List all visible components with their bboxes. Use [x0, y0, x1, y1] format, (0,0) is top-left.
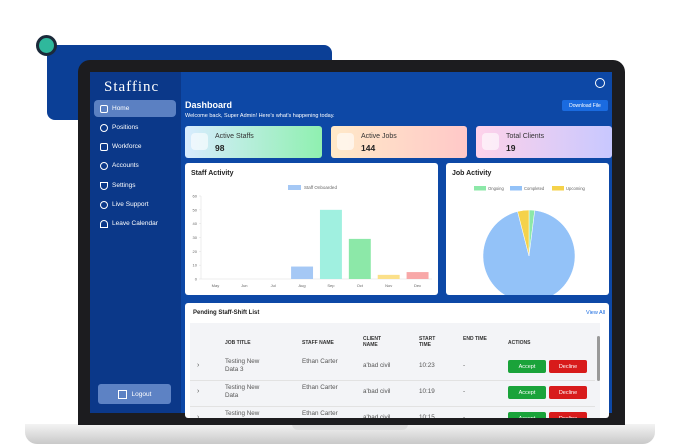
y-tick-label: 50	[193, 207, 198, 212]
dot	[36, 35, 57, 56]
table: JOB TITLE STAFF NAME CLIENT NAME START T…	[190, 323, 600, 418]
cell: 10:15	[419, 414, 435, 418]
column-header: JOB TITLE	[225, 340, 251, 346]
staff-activity-chart: Staff Activity Staff Onboarded 0 10 20 30 40 5…	[185, 163, 438, 295]
cell: -	[463, 388, 466, 395]
x-tick-label: Jun	[241, 283, 247, 288]
column-header: START TIME	[419, 336, 436, 348]
bar	[377, 274, 400, 279]
cell: Ethan Carter	[302, 410, 338, 417]
decline-button[interactable]: Decline	[549, 360, 587, 373]
legend-label: Ongoing	[488, 186, 505, 191]
row-divider	[190, 406, 595, 407]
laptop-notch	[292, 424, 408, 430]
cell: Testing New Data 3	[225, 358, 260, 373]
cell: Ethan Carter	[302, 358, 338, 365]
y-tick-label: 0	[195, 277, 198, 282]
y-tick-label: 10	[193, 263, 198, 268]
stat-value: 19	[506, 143, 516, 153]
cell: 10:23	[419, 362, 435, 369]
y-tick-label: 30	[193, 235, 198, 240]
cell: Testing New Data	[225, 384, 260, 399]
cell: -	[463, 362, 466, 369]
stat-label: Active Jobs	[361, 133, 397, 140]
x-tick-label: Oct	[357, 283, 364, 288]
cell: a'bad civil	[363, 414, 391, 418]
page-subtitle: Welcome back, Super Admin! Here's what's…	[185, 113, 335, 119]
cell: -	[463, 414, 466, 418]
logo: Staffinc	[104, 79, 160, 95]
pie-slice	[517, 209, 530, 257]
x-tick-label: Nov	[385, 283, 392, 288]
legend-swatch	[288, 185, 301, 190]
x-tick-label: Jul	[271, 283, 276, 288]
page-title: Dashboard	[185, 100, 233, 110]
job-activity-chart: Job Activity Ongoing Completed Upcoming	[446, 163, 609, 295]
stat-card: Active Jobs 144	[331, 126, 467, 158]
expand-icon[interactable]: ›	[197, 362, 200, 369]
user-icon[interactable]	[595, 78, 605, 88]
accept-button[interactable]: Accept	[508, 360, 546, 373]
expand-icon[interactable]: ›	[197, 388, 200, 395]
x-tick-label: Aug	[299, 283, 306, 288]
x-tick-label: May	[212, 283, 220, 288]
accept-button[interactable]: Accept	[508, 412, 546, 418]
stat-card: Total Clients 19	[476, 126, 612, 158]
menu-item[interactable]: Home	[94, 100, 176, 117]
accept-button[interactable]: Accept	[508, 386, 546, 399]
menu-item[interactable]: Settings	[94, 177, 176, 194]
bar	[348, 238, 371, 279]
column-header: ACTIONS	[508, 340, 531, 346]
legend-swatch	[552, 186, 564, 191]
decline-button[interactable]: Decline	[549, 386, 587, 399]
cell: a'bad civil	[363, 362, 391, 369]
shift-list-card: Pending Staff-Shift List View All JOB TI…	[185, 303, 609, 418]
menu-item[interactable]: Positions	[94, 119, 176, 136]
stat-card: Active Staffs 98	[185, 126, 322, 158]
column-header: STAFF NAME	[302, 340, 334, 346]
menu-item[interactable]: Leave Calendar	[94, 215, 176, 232]
x-tick-label: Dec	[414, 283, 421, 288]
laptop-base	[25, 424, 655, 444]
expand-icon[interactable]: ›	[197, 414, 200, 418]
legend-label: Completed	[524, 186, 545, 191]
stat-value: 144	[361, 143, 376, 153]
column-header: CLIENT NAME	[363, 336, 382, 348]
legend-label: Upcoming	[566, 186, 586, 191]
column-header: END TIME	[463, 336, 487, 342]
decline-button[interactable]: Decline	[549, 412, 587, 418]
menu-item[interactable]: Workforce	[94, 138, 176, 155]
chart-title: Staff Activity	[191, 170, 234, 177]
cell: Ethan Carter	[302, 384, 338, 391]
y-tick-label: 20	[193, 249, 198, 254]
x-tick-label: Sep	[327, 283, 335, 288]
cell: 10:19	[419, 388, 435, 395]
bar	[319, 209, 342, 279]
download-button[interactable]: Download File	[562, 100, 608, 111]
stat-label: Active Staffs	[215, 133, 254, 140]
bar	[406, 272, 429, 279]
y-tick-label: 60	[193, 194, 198, 199]
stat-value: 98	[215, 143, 225, 153]
bar	[291, 266, 314, 279]
row-divider	[190, 380, 595, 381]
cell: Testing New Data	[225, 410, 260, 417]
menu-item[interactable]: Accounts	[94, 157, 176, 174]
scrollbar	[597, 336, 600, 381]
legend-swatch	[510, 186, 522, 191]
logout-button[interactable]: Logout	[98, 384, 171, 404]
menu-item[interactable]: Live Support	[94, 196, 176, 213]
stat-label: Total Clients	[506, 133, 545, 140]
table-title: Pending Staff-Shift List	[193, 310, 260, 316]
chart-title: Job Activity	[452, 170, 492, 177]
cell: a'bad civil	[363, 388, 391, 395]
legend-label: Staff Onboarded	[304, 185, 337, 190]
view-all-link[interactable]: View All	[586, 310, 606, 316]
legend-swatch	[474, 186, 486, 191]
pie-slice	[482, 210, 576, 295]
y-tick-label: 40	[193, 221, 198, 226]
